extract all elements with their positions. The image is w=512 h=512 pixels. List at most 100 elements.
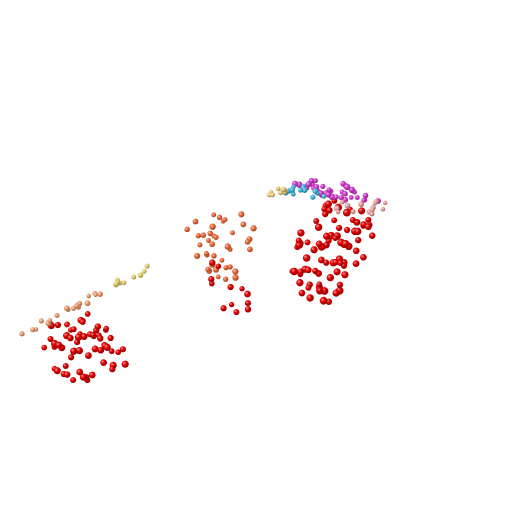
point-marker: [211, 212, 217, 218]
point-marker: [209, 223, 216, 230]
middle-cluster-orange-points: [184, 211, 257, 282]
point-marker: [121, 280, 127, 286]
point-marker: [322, 210, 329, 218]
point-marker: [70, 376, 77, 384]
point-marker: [342, 208, 351, 217]
point-marker: [70, 347, 78, 355]
point-marker: [206, 238, 211, 243]
point-marker: [316, 287, 323, 294]
point-marker: [295, 237, 302, 244]
point-marker: [314, 223, 323, 231]
point-marker: [368, 232, 376, 239]
point-marker: [67, 334, 74, 342]
point-marker: [313, 218, 320, 224]
point-marker: [344, 202, 351, 209]
point-marker: [270, 192, 275, 198]
point-marker: [211, 253, 217, 259]
point-marker: [310, 194, 316, 200]
point-marker: [380, 206, 386, 212]
point-marker: [250, 225, 257, 232]
point-marker: [354, 227, 362, 235]
point-marker: [297, 229, 305, 237]
point-marker: [244, 306, 252, 313]
point-marker: [213, 234, 219, 240]
point-marker: [240, 221, 247, 228]
point-marker: [70, 306, 76, 311]
point-cloud-points: [19, 177, 388, 384]
point-marker: [230, 230, 235, 236]
point-marker: [339, 199, 345, 205]
point-marker: [224, 243, 231, 250]
point-marker: [336, 224, 343, 232]
point-marker: [219, 257, 225, 263]
right-cluster-peach-points: [333, 198, 388, 217]
point-marker: [53, 367, 61, 375]
point-marker: [97, 346, 105, 354]
point-marker: [107, 334, 114, 342]
point-marker: [341, 239, 350, 248]
point-marker: [115, 349, 122, 356]
point-marker: [94, 323, 102, 330]
point-marker: [141, 268, 147, 274]
point-marker: [79, 373, 87, 381]
point-marker: [333, 194, 339, 200]
point-marker: [74, 303, 80, 309]
point-marker: [355, 236, 362, 244]
point-marker: [364, 223, 372, 231]
point-marker: [321, 193, 327, 199]
point-marker: [96, 335, 104, 342]
point-marker: [302, 254, 311, 262]
point-marker: [315, 240, 323, 248]
right-cluster-red-points: [289, 198, 376, 305]
point-marker: [86, 293, 92, 299]
point-marker: [337, 260, 344, 266]
point-marker: [310, 246, 318, 254]
point-marker: [119, 346, 126, 353]
point-marker: [90, 332, 97, 339]
point-marker: [319, 296, 328, 305]
point-marker: [67, 354, 75, 361]
point-marker: [305, 284, 312, 291]
point-marker: [121, 360, 129, 368]
point-marker: [325, 191, 332, 198]
point-marker: [308, 177, 315, 184]
point-marker: [30, 327, 36, 333]
point-marker: [54, 321, 62, 329]
left-cluster-yellow-edge-points: [113, 263, 150, 288]
point-marker: [88, 371, 96, 379]
point-marker: [244, 239, 251, 245]
point-marker: [85, 352, 92, 359]
point-marker: [93, 292, 98, 298]
point-marker: [47, 318, 53, 323]
point-marker: [215, 263, 222, 270]
point-marker: [244, 290, 251, 298]
point-marker: [192, 218, 199, 225]
point-marker: [275, 186, 281, 191]
point-marker: [63, 305, 70, 312]
point-marker: [47, 335, 54, 343]
point-marker: [297, 268, 304, 275]
point-marker: [238, 211, 245, 218]
point-marker: [209, 259, 216, 266]
point-marker: [74, 333, 83, 341]
point-marker: [369, 211, 375, 217]
point-marker: [326, 187, 332, 193]
point-marker: [108, 348, 115, 355]
point-marker: [333, 268, 341, 276]
point-marker: [354, 195, 360, 200]
point-marker: [350, 209, 356, 215]
point-marker: [320, 183, 326, 190]
point-marker: [197, 242, 203, 248]
point-marker: [222, 217, 228, 223]
point-marker: [352, 247, 360, 255]
point-marker: [228, 301, 235, 308]
point-marker: [232, 268, 239, 275]
point-marker: [216, 214, 223, 221]
point-marker: [209, 241, 215, 248]
point-marker: [326, 274, 334, 282]
point-marker: [220, 305, 227, 312]
point-marker: [80, 332, 88, 341]
point-marker: [289, 187, 296, 193]
